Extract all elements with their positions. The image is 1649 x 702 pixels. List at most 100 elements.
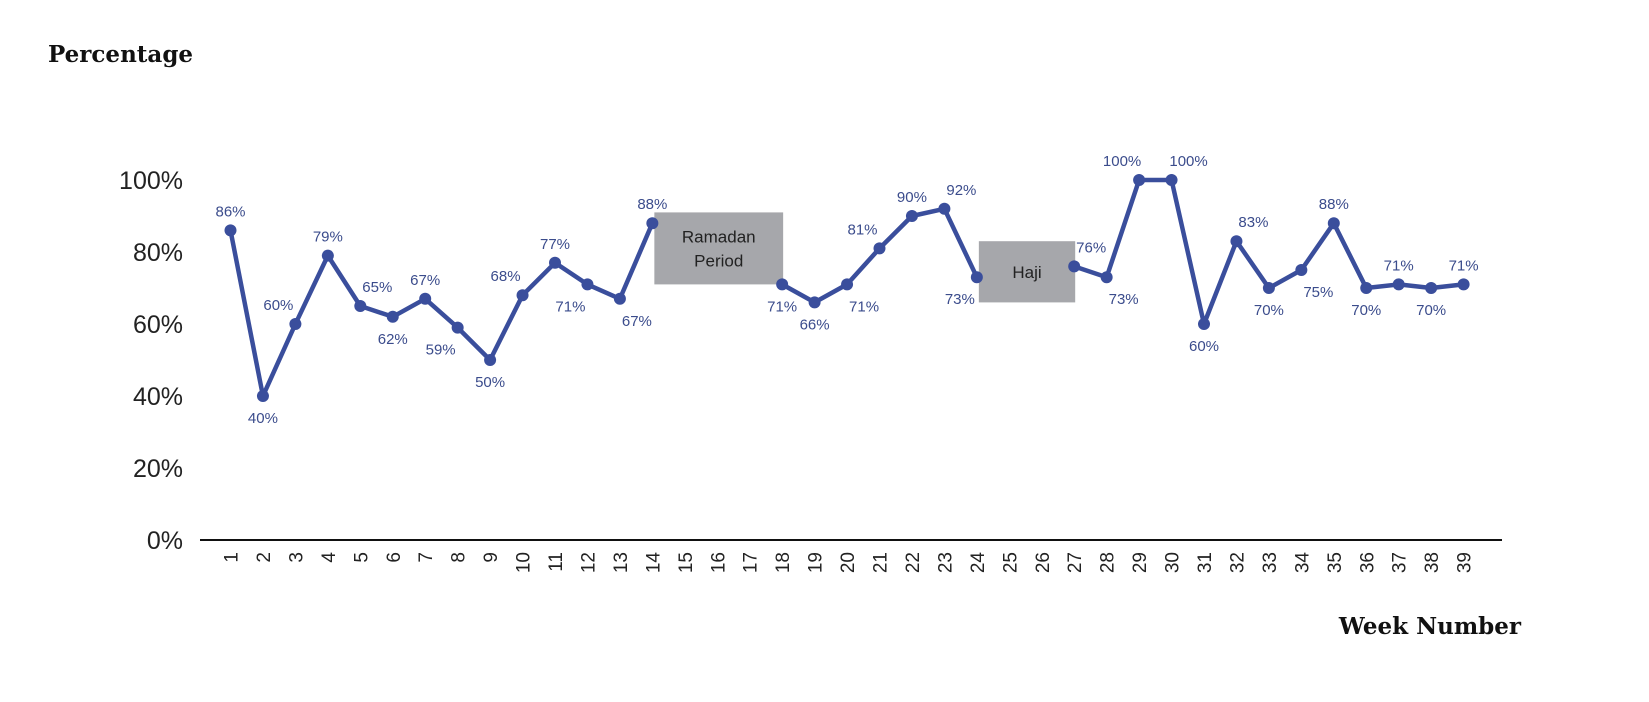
data-point bbox=[873, 242, 886, 255]
data-label: 71% bbox=[767, 298, 797, 315]
data-point bbox=[549, 256, 561, 269]
data-point bbox=[516, 289, 529, 302]
data-label: 70% bbox=[1351, 302, 1381, 319]
data-point bbox=[841, 278, 854, 291]
x-tick-label: 18 bbox=[773, 552, 794, 573]
y-tick-label: 60% bbox=[133, 311, 183, 339]
x-tick-label: 23 bbox=[935, 552, 956, 573]
data-point bbox=[613, 292, 626, 305]
data-label: 79% bbox=[313, 229, 343, 246]
data-label: 88% bbox=[637, 196, 667, 213]
y-tick-label: 40% bbox=[133, 383, 183, 411]
y-tick-label: 0% bbox=[147, 527, 183, 555]
data-point bbox=[808, 296, 821, 309]
x-tick-label: 38 bbox=[1422, 552, 1443, 573]
data-label: 75% bbox=[1303, 284, 1333, 301]
data-label: 73% bbox=[1109, 291, 1139, 308]
annotation-label: Period bbox=[694, 251, 743, 270]
x-axis-title: Week Number bbox=[1338, 613, 1522, 640]
x-tick-label: 22 bbox=[903, 552, 924, 573]
x-tick-label: 34 bbox=[1292, 552, 1313, 574]
x-tick-label: 19 bbox=[806, 552, 827, 573]
data-label: 59% bbox=[426, 342, 456, 359]
x-tick-label: 7 bbox=[416, 552, 437, 563]
x-tick-label: 30 bbox=[1163, 552, 1184, 573]
annotation-label: Ramadan bbox=[682, 227, 756, 246]
annotation-bands: Ramadan Period Haji bbox=[654, 212, 1076, 303]
x-tick-label: 31 bbox=[1195, 552, 1216, 573]
data-label: 100% bbox=[1103, 153, 1141, 170]
x-tick-label: 4 bbox=[319, 552, 340, 563]
data-point bbox=[1457, 278, 1470, 291]
data-point bbox=[1262, 282, 1275, 294]
data-label: 60% bbox=[263, 297, 293, 314]
data-point bbox=[451, 321, 464, 334]
data-point bbox=[321, 249, 334, 262]
data-point bbox=[484, 354, 497, 366]
x-tick-label: 20 bbox=[838, 552, 859, 573]
data-label: 70% bbox=[1254, 302, 1284, 319]
data-point bbox=[1068, 260, 1081, 273]
x-tick-label: 24 bbox=[968, 552, 989, 574]
x-tick-label: 26 bbox=[1033, 552, 1054, 573]
x-tick-label: 29 bbox=[1130, 552, 1151, 573]
data-label: 50% bbox=[475, 374, 505, 391]
x-tick-label: 14 bbox=[643, 552, 664, 574]
x-tick-label: 12 bbox=[578, 552, 599, 573]
x-axis-ticks: 1 2 3 4 5 6 7 8 9 10 11 12 13 14 15 16 17 18 19 20 21 22 23 24 2… bbox=[222, 552, 1476, 574]
data-point bbox=[1165, 174, 1178, 186]
data-point bbox=[1295, 264, 1308, 276]
data-point bbox=[1100, 271, 1113, 284]
x-tick-label: 17 bbox=[741, 552, 762, 573]
x-tick-label: 28 bbox=[1098, 552, 1119, 573]
y-tick-label: 100% bbox=[119, 167, 183, 195]
data-point bbox=[1425, 282, 1438, 294]
data-point bbox=[354, 300, 367, 312]
data-point bbox=[581, 278, 594, 291]
data-point bbox=[1230, 235, 1243, 248]
data-label: 67% bbox=[622, 313, 652, 330]
data-point bbox=[1198, 318, 1210, 330]
y-axis-ticks: 0% 20% 40% 60% 80% 100% bbox=[119, 167, 183, 555]
series-points bbox=[224, 174, 1470, 402]
data-point bbox=[386, 310, 399, 323]
x-tick-label: 1 bbox=[222, 552, 243, 563]
data-labels: 86% 40% 60% 79% 65% 62% 67% 59% 50% 68% 77% 71% 67% 8… bbox=[215, 153, 1478, 427]
data-point bbox=[1133, 174, 1146, 186]
data-point bbox=[1392, 278, 1405, 291]
data-label: 71% bbox=[555, 298, 585, 315]
data-label: 60% bbox=[1189, 338, 1219, 355]
data-point bbox=[224, 224, 237, 237]
data-point bbox=[938, 202, 951, 215]
data-label: 86% bbox=[215, 203, 245, 220]
data-point bbox=[1327, 217, 1340, 230]
data-label: 71% bbox=[1449, 257, 1479, 274]
data-label: 92% bbox=[946, 182, 976, 199]
x-tick-label: 3 bbox=[286, 552, 307, 563]
y-tick-label: 80% bbox=[133, 239, 183, 267]
data-label: 77% bbox=[540, 236, 570, 253]
data-label: 83% bbox=[1238, 214, 1268, 231]
y-axis-title: Percentage bbox=[48, 41, 193, 68]
y-tick-label: 20% bbox=[133, 455, 183, 483]
x-tick-label: 33 bbox=[1260, 552, 1281, 573]
x-tick-label: 27 bbox=[1065, 552, 1086, 573]
x-tick-label: 13 bbox=[611, 552, 632, 573]
x-tick-label: 10 bbox=[514, 552, 535, 573]
data-label: 76% bbox=[1076, 239, 1106, 256]
series-line-segment-0 bbox=[228, 220, 655, 399]
data-point bbox=[646, 217, 659, 230]
data-point bbox=[289, 318, 302, 330]
x-tick-label: 16 bbox=[708, 552, 729, 573]
x-tick-label: 6 bbox=[384, 552, 405, 563]
data-label: 71% bbox=[849, 298, 879, 315]
data-label: 88% bbox=[1319, 196, 1349, 213]
data-label: 67% bbox=[410, 272, 440, 289]
x-tick-label: 32 bbox=[1227, 552, 1248, 573]
x-tick-label: 8 bbox=[449, 552, 470, 563]
x-tick-label: 11 bbox=[546, 552, 567, 572]
data-label: 66% bbox=[800, 316, 830, 333]
annotation-band-0 bbox=[654, 212, 784, 285]
annotation-band-1 bbox=[978, 241, 1076, 303]
data-label: 73% bbox=[945, 291, 975, 308]
